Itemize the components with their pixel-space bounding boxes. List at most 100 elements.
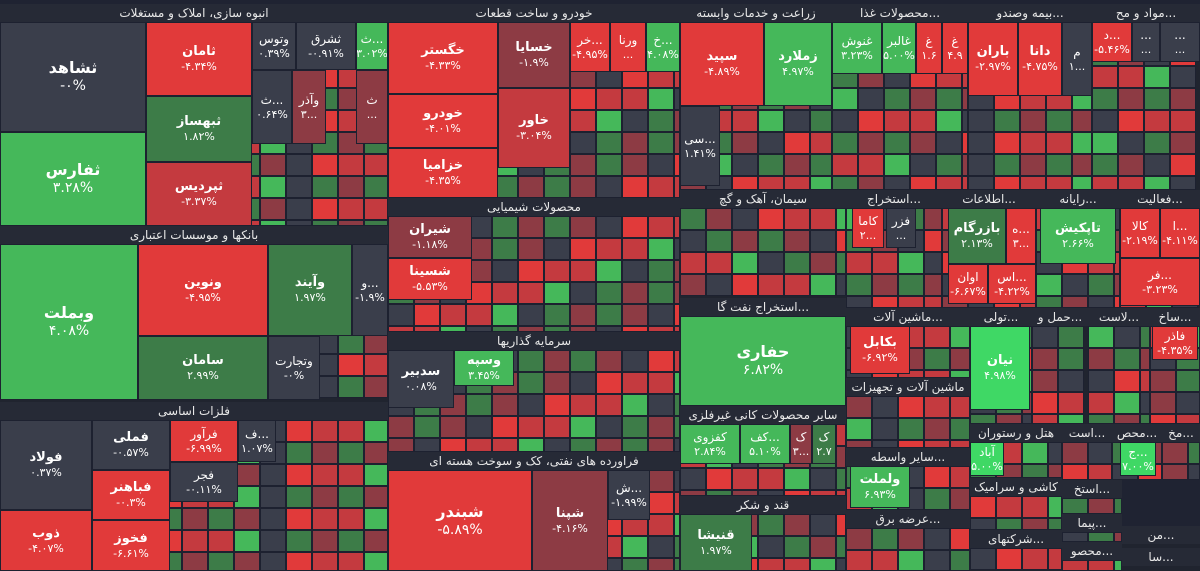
stock-tile-small[interactable] [260, 508, 286, 530]
stock-tile-small[interactable] [570, 416, 596, 438]
stock-tile-small[interactable] [286, 198, 312, 220]
stock-tile-small[interactable] [924, 370, 950, 378]
stock-tile-small[interactable] [884, 176, 910, 190]
stock-tile[interactable]: فر... -۳.۲۳% [1120, 258, 1200, 306]
stock-tile-small[interactable] [1088, 498, 1114, 514]
stock-tile-small[interactable] [832, 176, 858, 190]
stock-tile-small[interactable] [810, 536, 836, 558]
stock-tile-small[interactable] [846, 550, 872, 571]
stock-tile-small[interactable] [286, 508, 312, 530]
stock-tile-small[interactable] [596, 154, 622, 176]
stock-tile-small[interactable] [648, 536, 674, 558]
stock-tile-small[interactable] [680, 252, 706, 274]
stock-tile[interactable]: ش... -۱.۹۹% [608, 470, 650, 520]
stock-tile-small[interactable] [1114, 498, 1122, 514]
stock-tile-small[interactable] [674, 154, 680, 176]
stock-tile[interactable]: غ ۴.۹ [942, 22, 968, 74]
stock-tile[interactable]: وتوس ۰.۳۹% [252, 22, 296, 70]
stock-tile-small[interactable] [338, 530, 364, 552]
stock-tile-small[interactable] [596, 88, 622, 110]
stock-tile-small[interactable] [674, 350, 680, 372]
stock-tile-small[interactable] [950, 466, 970, 488]
stock-tile-small[interactable] [364, 176, 388, 198]
stock-tile-small[interactable] [1088, 560, 1114, 571]
stock-tile[interactable]: فاذر -۴.۳۵% [1152, 326, 1198, 360]
stock-tile-small[interactable] [732, 208, 758, 230]
stock-tile-small[interactable] [492, 260, 518, 282]
stock-tile-small[interactable] [758, 110, 784, 132]
stock-tile-small[interactable] [338, 154, 364, 176]
stock-tile-small[interactable] [674, 536, 680, 558]
stock-tile-small[interactable] [950, 396, 970, 418]
stock-tile-small[interactable] [1088, 464, 1112, 480]
stock-tile-small[interactable] [674, 514, 680, 536]
stock-tile-small[interactable] [492, 416, 518, 438]
stock-tile-small[interactable] [1020, 176, 1046, 190]
stock-tile-small[interactable] [994, 176, 1020, 190]
stock-tile-small[interactable] [1118, 66, 1144, 88]
stock-tile[interactable]: فولاد ۰.۳۷% [0, 420, 92, 510]
stock-tile-small[interactable] [466, 326, 492, 332]
stock-tile-small[interactable] [924, 418, 950, 440]
stock-tile-small[interactable] [622, 438, 648, 452]
stock-tile-small[interactable] [622, 350, 648, 372]
stock-tile-small[interactable] [1188, 464, 1200, 480]
stock-tile-small[interactable] [466, 304, 492, 326]
stock-tile-small[interactable] [466, 416, 492, 438]
stock-tile-small[interactable] [836, 424, 846, 446]
stock-tile[interactable]: ه... ۳... [1006, 208, 1036, 264]
stock-tile-small[interactable] [622, 154, 648, 176]
stock-tile-small[interactable] [364, 442, 388, 464]
stock-tile[interactable]: بکابل -۶.۹۲% [850, 326, 910, 374]
stock-tile-small[interactable] [364, 154, 388, 176]
stock-tile-small[interactable] [596, 176, 622, 198]
stock-tile-small[interactable] [338, 442, 364, 464]
stock-tile[interactable]: حفاری ۶.۸۲% [680, 316, 846, 406]
stock-tile-small[interactable] [872, 252, 898, 274]
stock-tile-small[interactable] [544, 282, 570, 304]
stock-tile-small[interactable] [758, 176, 784, 190]
stock-tile[interactable]: وتجارت -۰% [268, 336, 320, 400]
stock-tile-small[interactable] [260, 220, 286, 226]
stock-tile-small[interactable] [924, 488, 950, 510]
stock-tile-small[interactable] [832, 88, 858, 110]
stock-tile-small[interactable] [1062, 560, 1088, 571]
stock-tile-small[interactable] [1114, 274, 1120, 296]
stock-tile-small[interactable] [968, 110, 994, 132]
stock-tile-small[interactable] [364, 420, 388, 442]
stock-tile[interactable]: غالبر ۵.۰۰% [882, 22, 916, 74]
stock-tile-small[interactable] [286, 464, 312, 486]
stock-tile-small[interactable] [648, 260, 674, 282]
stock-tile-small[interactable] [338, 198, 364, 220]
stock-tile-small[interactable] [570, 304, 596, 326]
stock-tile-small[interactable] [936, 88, 962, 110]
stock-tile-small[interactable] [1114, 370, 1140, 392]
stock-tile-small[interactable] [1140, 414, 1150, 424]
stock-tile-small[interactable] [910, 176, 936, 190]
stock-tile-small[interactable] [950, 440, 970, 448]
stock-tile[interactable]: خودرو -۴.۰۱% [388, 94, 498, 148]
stock-tile-small[interactable] [622, 238, 648, 260]
stock-tile[interactable]: زملارد ۴.۹۷% [764, 22, 832, 106]
stock-tile-small[interactable] [570, 438, 596, 452]
stock-tile-small[interactable] [962, 176, 968, 190]
stock-tile-small[interactable] [364, 552, 388, 571]
stock-tile-small[interactable] [1114, 392, 1140, 414]
stock-tile-small[interactable] [810, 490, 836, 496]
stock-tile-small[interactable] [234, 508, 260, 530]
stock-tile-small[interactable] [884, 132, 910, 154]
stock-tile-small[interactable] [338, 464, 364, 486]
stock-tile-small[interactable] [970, 548, 996, 570]
stock-tile-small[interactable] [622, 326, 648, 332]
stock-tile-small[interactable] [784, 110, 810, 132]
stock-tile-small[interactable] [1062, 532, 1088, 542]
stock-tile-small[interactable] [622, 536, 648, 558]
stock-tile[interactable]: ث... ۳.۰۲% [356, 22, 388, 70]
stock-tile[interactable]: خسایا -۱.۹% [498, 22, 570, 88]
stock-tile-small[interactable] [758, 558, 784, 571]
stock-tile-small[interactable] [1088, 414, 1114, 424]
stock-tile-small[interactable] [286, 220, 312, 226]
stock-tile-small[interactable] [846, 274, 872, 296]
stock-tile-small[interactable] [970, 414, 996, 424]
stock-tile-small[interactable] [680, 208, 706, 230]
